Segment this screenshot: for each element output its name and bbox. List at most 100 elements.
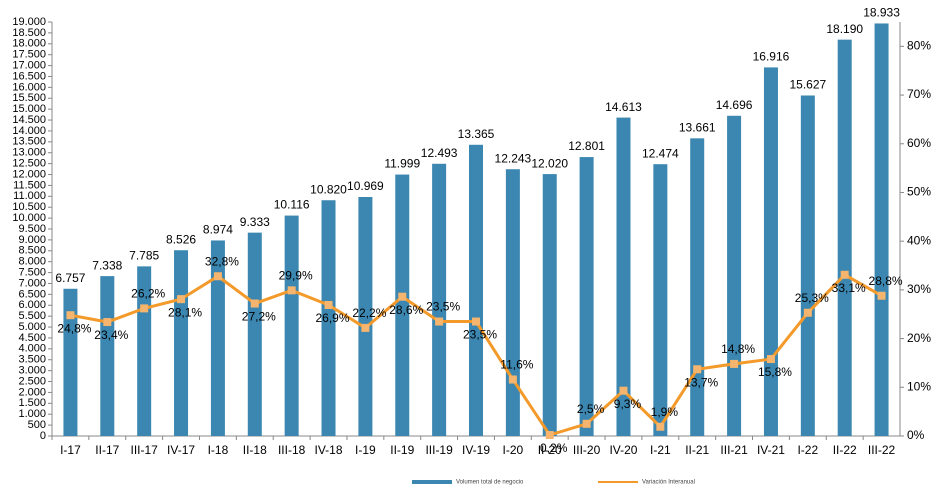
legend-label: Volumen total de negocio — [456, 480, 524, 486]
x-tick-label: IV-19 — [462, 443, 490, 457]
bar — [690, 138, 705, 437]
line-value-label: 27,2% — [242, 310, 276, 324]
bar-value-label: 16.916 — [753, 50, 790, 64]
y2-tick-label: 80% — [907, 39, 931, 53]
bar — [800, 95, 815, 436]
line-value-label: 26,9% — [316, 311, 350, 325]
line-value-label: 0,2% — [540, 441, 568, 455]
y-tick-label: 9.500 — [18, 223, 46, 235]
line-value-label: 28,6% — [389, 303, 423, 317]
y-tick-label: 11.500 — [13, 179, 46, 191]
marker — [66, 311, 75, 320]
y-tick-label: 2.500 — [18, 375, 46, 387]
y-tick-label: 1.000 — [18, 408, 46, 420]
line-value-label: 28,1% — [168, 305, 202, 319]
marker — [730, 359, 739, 368]
y2-tick-label: 40% — [907, 233, 931, 247]
line-value-label: 23,5% — [463, 328, 497, 342]
bar-value-label: 10.116 — [274, 198, 310, 212]
bar-value-label: 14.613 — [605, 100, 642, 114]
y-tick-label: 7.000 — [18, 277, 46, 289]
x-tick-label: I-22 — [797, 443, 818, 457]
x-tick-label: IV-17 — [167, 443, 195, 457]
x-tick-label: III-20 — [573, 443, 601, 457]
y-tick-label: 3.000 — [18, 365, 46, 377]
y-tick-label: 14.000 — [12, 125, 46, 137]
y-tick-label: 16.000 — [12, 81, 46, 93]
y-tick-label: 17.500 — [12, 49, 46, 61]
legend-swatch — [412, 480, 452, 484]
marker — [324, 300, 333, 309]
y-tick-label: 19.000 — [12, 16, 46, 28]
y2-tick-label: 70% — [907, 87, 931, 101]
line-value-label: 29,9% — [279, 269, 313, 283]
y2-tick-label: 60% — [907, 136, 931, 150]
x-tick-label: I-21 — [650, 443, 671, 457]
marker — [103, 318, 112, 327]
y2-tick-label: 30% — [907, 282, 931, 296]
marker — [766, 355, 775, 364]
y-tick-label: 3.500 — [18, 354, 46, 366]
bar — [505, 169, 520, 436]
y-tick-label: 9.000 — [18, 234, 46, 246]
y-tick-label: 12.000 — [12, 168, 46, 180]
bar — [247, 232, 262, 436]
bar-value-label: 7.785 — [129, 249, 159, 263]
bar — [432, 163, 447, 436]
marker — [140, 304, 149, 313]
y-tick-label: 18.000 — [12, 38, 46, 50]
x-tick-label: II-18 — [243, 443, 267, 457]
legend-label: Variación Interanual — [642, 480, 695, 486]
bar — [358, 196, 373, 436]
x-tick-label: IV-20 — [609, 443, 637, 457]
marker — [545, 431, 554, 440]
y-tick-label: 15.000 — [12, 103, 46, 115]
y-tick-label: 10.500 — [12, 201, 46, 213]
line-value-label: 22,2% — [352, 306, 386, 320]
y-tick-label: 15.500 — [12, 92, 46, 104]
y2-tick-label: 10% — [907, 379, 931, 393]
bar — [284, 215, 299, 436]
x-tick-label: IV-18 — [315, 443, 343, 457]
y-tick-label: 13.000 — [12, 147, 46, 159]
marker — [250, 299, 259, 308]
y-tick-label: 6.500 — [18, 288, 46, 300]
y-tick-label: 10.000 — [12, 212, 46, 224]
x-tick-label: II-21 — [685, 443, 709, 457]
x-tick-label: I-18 — [208, 443, 229, 457]
y-tick-label: 11.000 — [13, 190, 46, 202]
marker — [398, 292, 407, 301]
marker — [177, 295, 186, 304]
marker — [287, 286, 296, 295]
bar — [174, 250, 189, 436]
marker — [877, 291, 886, 300]
marker — [435, 317, 444, 326]
bar — [321, 200, 336, 436]
x-tick-label: III-21 — [720, 443, 748, 457]
marker — [840, 270, 849, 279]
bar — [616, 117, 631, 436]
bar-value-label: 8.974 — [203, 223, 233, 237]
bar-value-label: 12.020 — [531, 156, 568, 170]
x-tick-label: I-19 — [355, 443, 376, 457]
y2-tick-label: 50% — [907, 185, 931, 199]
y-tick-label: 4.000 — [18, 343, 46, 355]
bar — [653, 164, 668, 436]
line-value-label: 25,3% — [795, 291, 829, 305]
bar-value-label: 6.757 — [55, 271, 85, 285]
x-tick-label: III-17 — [130, 443, 158, 457]
bar — [837, 39, 852, 436]
bar-value-label: 9.333 — [240, 215, 270, 229]
x-tick-label: III-19 — [425, 443, 453, 457]
marker — [693, 365, 702, 374]
y-tick-label: 4.500 — [18, 332, 46, 344]
line-value-label: 24,8% — [57, 321, 91, 335]
y-tick-label: 18.500 — [12, 27, 46, 39]
y-tick-label: 14.500 — [12, 114, 46, 126]
y-tick-label: 13.500 — [12, 136, 46, 148]
bar-value-label: 10.820 — [310, 182, 347, 196]
bar-value-label: 15.627 — [789, 78, 826, 92]
line-value-label: 32,8% — [205, 254, 239, 268]
x-tick-label: II-22 — [833, 443, 857, 457]
